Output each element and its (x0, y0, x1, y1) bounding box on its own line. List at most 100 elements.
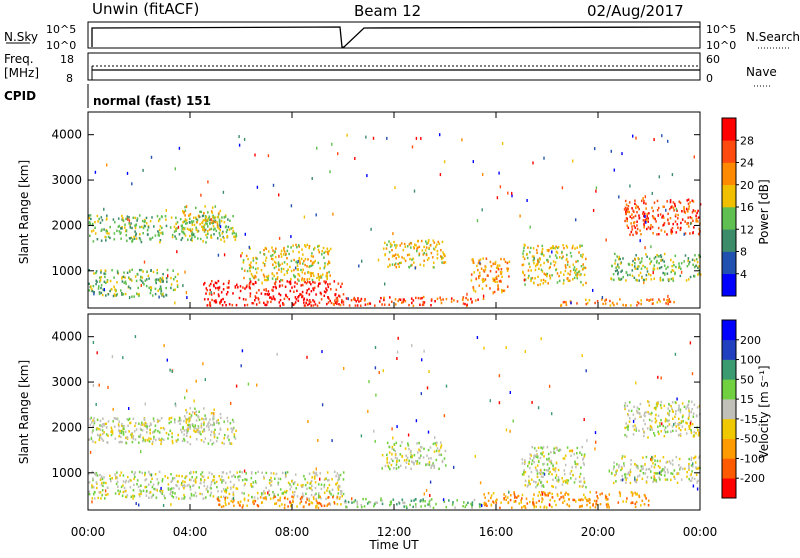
velocity-cell (688, 414, 690, 417)
velocity-cell (295, 487, 297, 490)
power-cell (418, 252, 421, 255)
velocity-cell (564, 479, 566, 483)
power-cell (380, 296, 382, 300)
velocity-cell (675, 410, 677, 413)
power-cell (667, 139, 669, 143)
velocity-cell (230, 401, 232, 405)
velocity-cell (290, 485, 293, 488)
power-cell (413, 189, 416, 193)
velocity-cell (522, 505, 525, 508)
velocity-colorbar-tick-label: -100 (740, 452, 765, 465)
power-cell (412, 299, 415, 302)
velocity-cell (215, 440, 218, 443)
power-cell (498, 264, 501, 267)
velocity-cell (279, 488, 282, 491)
power-cell (625, 212, 627, 215)
power-cell (303, 278, 306, 281)
power-cell (129, 278, 132, 281)
freq-tick-top: 18 (60, 53, 74, 66)
power-cell (524, 283, 526, 286)
velocity-cell (161, 492, 164, 495)
power-cell (94, 220, 96, 224)
velocity-cell (528, 460, 531, 464)
power-cell (439, 173, 442, 177)
power-cell (225, 304, 227, 307)
power-cell (430, 298, 433, 301)
power-cell (314, 281, 316, 284)
velocity-cell (317, 496, 320, 499)
power-cell (620, 277, 623, 281)
velocity-cell (282, 491, 284, 495)
velocity-cell (175, 496, 178, 499)
velocity-cell (223, 437, 225, 440)
power-cell (131, 279, 133, 282)
velocity-cell (246, 504, 248, 507)
power-cell (372, 136, 375, 140)
power-cell (271, 297, 273, 301)
velocity-cell (317, 506, 320, 510)
power-cell (483, 279, 486, 282)
power-cell (634, 267, 637, 270)
velocity-cell (535, 486, 537, 489)
velocity-cell (634, 502, 637, 506)
power-cell (271, 246, 273, 249)
velocity-cell (317, 483, 320, 486)
velocity-cell (628, 471, 630, 474)
power-cell (639, 229, 641, 232)
power-cell (424, 249, 427, 252)
power-cell (640, 299, 642, 302)
power-cell (336, 299, 339, 302)
velocity-cell (528, 475, 530, 478)
velocity-cell (649, 424, 652, 428)
power-ytick-label: 2000 (51, 218, 82, 232)
power-cell (683, 232, 685, 236)
velocity-cell (389, 504, 391, 507)
velocity-cell (567, 479, 570, 482)
power-cell (497, 268, 500, 271)
velocity-cell (337, 488, 340, 491)
velocity-cell (484, 496, 486, 499)
velocity-cell (138, 441, 140, 444)
velocity-cell (513, 500, 516, 503)
power-cell (259, 251, 262, 254)
velocity-cell (178, 487, 180, 490)
power-cell (226, 228, 229, 232)
power-cell (236, 283, 238, 286)
velocity-cell (659, 478, 661, 481)
power-cell (279, 284, 281, 287)
velocity-cell (143, 417, 146, 421)
power-cell (335, 297, 338, 300)
velocity-cell (167, 437, 169, 440)
power-cell (181, 236, 184, 240)
velocity-cell (530, 454, 532, 457)
power-cell (122, 217, 124, 220)
velocity-cell (328, 483, 331, 487)
velocity-cell (508, 490, 510, 494)
power-cell (697, 220, 699, 223)
velocity-cell (140, 490, 142, 493)
velocity-cell (189, 488, 192, 491)
velocity-cell (340, 503, 342, 506)
velocity-cell (96, 433, 99, 437)
velocity-cell (413, 463, 415, 466)
power-cell (697, 209, 699, 213)
power-cell (636, 220, 638, 223)
velocity-cell (153, 487, 155, 491)
power-cell (126, 239, 128, 242)
velocity-cell (688, 477, 690, 481)
velocity-cell (225, 503, 227, 507)
velocity-cell (498, 401, 501, 405)
velocity-cell (399, 453, 402, 456)
velocity-cell (498, 374, 501, 378)
power-cell (687, 210, 689, 213)
velocity-cell (492, 500, 494, 503)
power-cell (274, 285, 277, 288)
velocity-cell (410, 499, 413, 502)
velocity-cell (651, 419, 653, 423)
velocity-cell (409, 503, 411, 507)
velocity-cell (624, 401, 627, 405)
velocity-cell (256, 491, 259, 495)
velocity-cell (422, 456, 425, 459)
velocity-cell (395, 441, 398, 445)
power-cell (234, 285, 237, 288)
